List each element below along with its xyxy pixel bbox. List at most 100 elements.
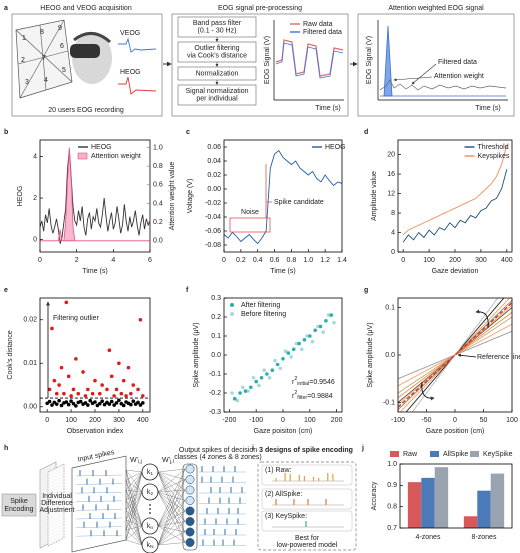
point <box>246 389 250 393</box>
point <box>47 387 52 392</box>
y-tick-label: 0.7 <box>387 525 397 532</box>
legend-marker <box>430 451 439 457</box>
point <box>93 400 97 404</box>
zone-label: 2 <box>21 57 25 64</box>
section-title: Attention weighted EOG signal <box>388 5 484 12</box>
y-tick-label: 0.1 <box>211 333 221 340</box>
panel-label: d <box>364 129 368 136</box>
point <box>74 404 78 408</box>
neuron-label: k2 <box>147 489 154 497</box>
connection <box>125 471 143 501</box>
y-tick-label: 0.0 <box>385 352 395 359</box>
symbol: k <box>147 469 151 476</box>
output-neuron <box>185 495 195 505</box>
point <box>267 376 272 380</box>
connection <box>157 510 186 546</box>
line <box>402 169 508 243</box>
y-axis-title: Cook's distance <box>7 330 14 379</box>
design-label: (1) Raw: <box>265 467 292 474</box>
x-tick-label: 200 <box>89 417 101 424</box>
encoding-box <box>1 493 37 517</box>
point <box>136 387 140 392</box>
step-text: via Cook's distance <box>187 52 247 59</box>
y-axis-title: HEOG <box>17 186 24 207</box>
line <box>224 149 342 245</box>
connection <box>125 539 143 546</box>
point <box>105 387 109 392</box>
y-tick-label: 12 <box>387 190 395 197</box>
x-tick-label: 100 <box>65 417 77 424</box>
output-frame <box>182 463 198 551</box>
point <box>138 317 143 322</box>
hidden-neuron <box>141 536 159 553</box>
point <box>83 394 88 398</box>
point <box>102 402 107 407</box>
x-tick-label: 200 <box>331 417 343 424</box>
connection <box>157 542 186 546</box>
connection <box>125 471 143 511</box>
point <box>50 326 54 331</box>
point <box>47 399 52 404</box>
connection <box>125 519 143 546</box>
annotation: Noise <box>241 209 259 216</box>
y-tick-label: -0.1 <box>209 371 221 378</box>
axis-title: Time (s) <box>475 105 500 112</box>
output-neuron <box>185 506 195 516</box>
bar <box>434 467 449 528</box>
noise-box <box>229 217 271 233</box>
point <box>278 366 283 371</box>
point <box>121 378 126 383</box>
signal-label: VEOG <box>120 30 140 37</box>
section-title: HEOG and VEOG acquisition <box>40 5 132 12</box>
point <box>273 358 277 363</box>
connection <box>125 519 143 527</box>
point <box>326 313 331 317</box>
weight-label: W'j,l <box>162 457 174 466</box>
y-tick-label: 0.04 <box>207 158 221 165</box>
point <box>249 385 253 390</box>
hidden-neuron <box>141 517 159 535</box>
x-axis-title: Time (s) <box>270 268 295 275</box>
point <box>316 324 320 329</box>
y-tick-label: 4 <box>391 229 395 236</box>
legend-marker <box>470 451 479 457</box>
point <box>275 362 280 367</box>
point <box>114 387 119 392</box>
y-tick-label: 0.06 <box>207 144 221 151</box>
point <box>88 398 93 403</box>
step-text: per individual <box>196 95 238 102</box>
point <box>302 338 307 342</box>
connection <box>157 479 186 546</box>
x-tick-label: 0 <box>453 417 457 424</box>
axis-title: Time (s) <box>315 105 340 112</box>
point <box>119 391 124 396</box>
x-tick-label: -100 <box>249 417 263 424</box>
point <box>270 368 275 373</box>
step-text: Band pass filter <box>193 20 242 27</box>
connection <box>157 525 186 543</box>
x-tick-label: 0.6 <box>270 257 280 264</box>
spike-baseline <box>75 509 123 511</box>
y-axis-title: Amplitude value <box>371 171 378 221</box>
symbol: r <box>292 393 295 400</box>
attention-peak <box>383 25 393 97</box>
point <box>121 403 126 408</box>
design-row <box>261 510 353 532</box>
y-tick-label: 20 <box>387 151 395 158</box>
plot-frame <box>399 463 513 529</box>
point <box>109 374 114 379</box>
adjustment-label: Difference <box>41 500 73 507</box>
legend-label: Threshold <box>478 144 509 151</box>
x-tick-label: 4-zones <box>416 534 441 541</box>
y-tick-label: -0.06 <box>205 228 221 235</box>
x-tick-label: -50 <box>421 417 431 424</box>
y-tick-label: 0.02 <box>23 317 37 324</box>
point <box>291 347 296 352</box>
connection <box>157 521 186 546</box>
y-tick-label: 0.8 <box>387 504 397 511</box>
point <box>97 391 102 396</box>
legend-label: Raw data <box>303 21 333 28</box>
connection <box>125 499 143 546</box>
point <box>238 391 242 395</box>
